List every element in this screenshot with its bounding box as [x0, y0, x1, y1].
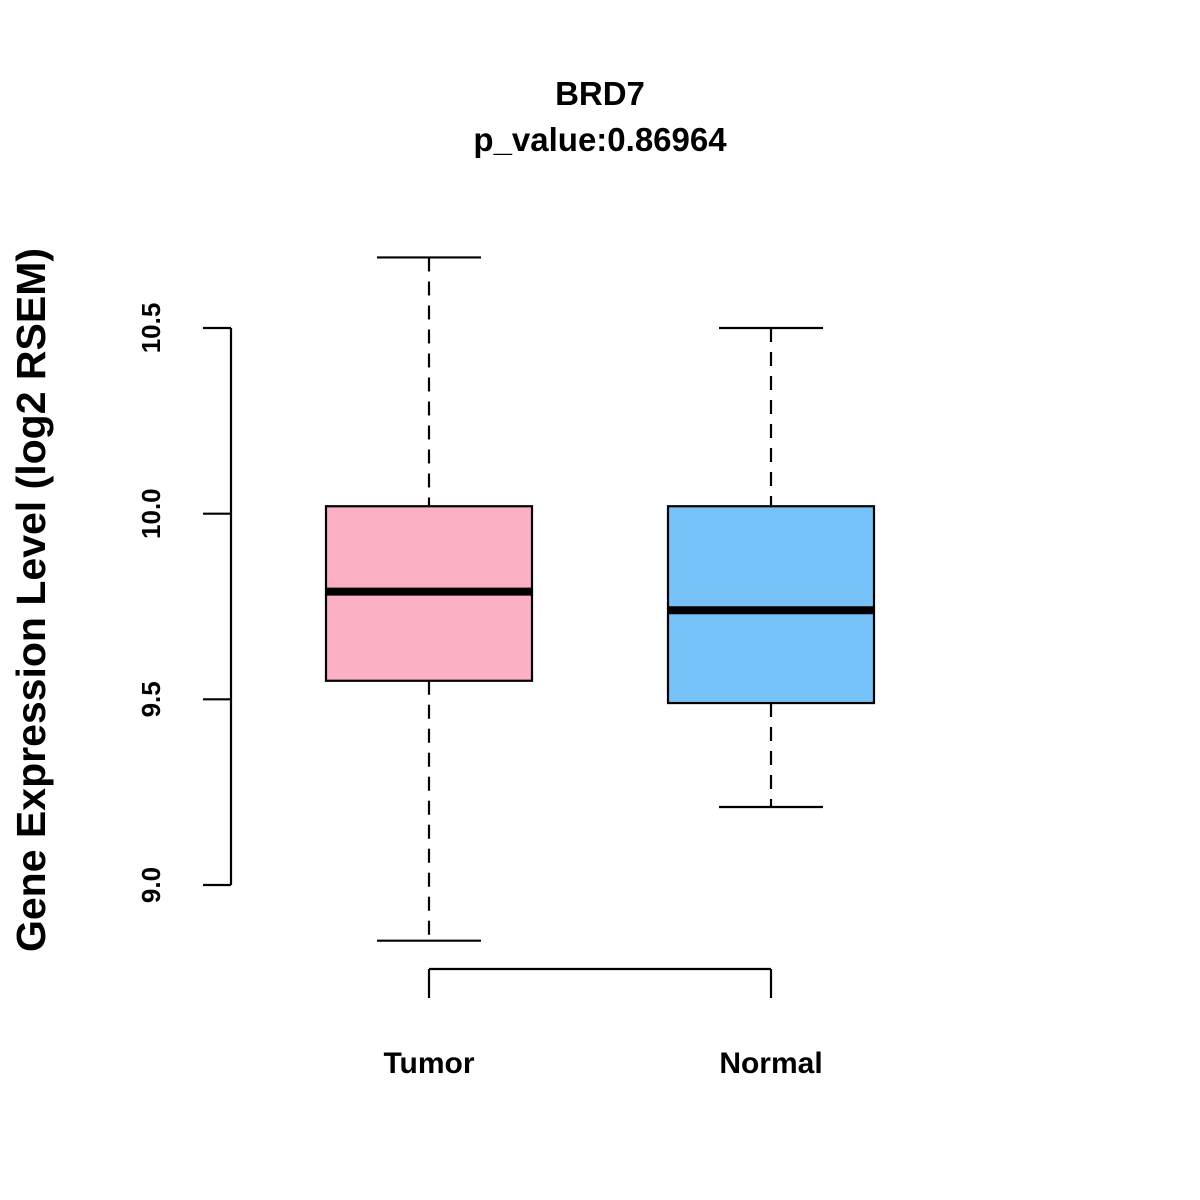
y-tick-label: 10.0	[136, 488, 166, 539]
y-axis: 9.0 9.5 10.0 10.5	[136, 303, 233, 903]
chart-subtitle: p_value:0.86964	[473, 121, 727, 158]
x-axis: Tumor Normal	[383, 967, 823, 1080]
iqr-box	[666, 505, 876, 705]
boxes	[324, 256, 876, 942]
y-axis-label: Gene Expression Level (log2 RSEM)	[8, 248, 54, 952]
y-tick-label: 9.5	[136, 681, 166, 717]
box-tumor	[324, 256, 534, 942]
x-tick-label: Tumor	[383, 1047, 474, 1080]
x-tick-label: Normal	[719, 1047, 822, 1080]
y-tick-label: 9.0	[136, 867, 166, 903]
box-normal	[666, 326, 876, 809]
chart-title: BRD7	[555, 75, 645, 112]
y-tick-label: 10.5	[136, 303, 166, 354]
